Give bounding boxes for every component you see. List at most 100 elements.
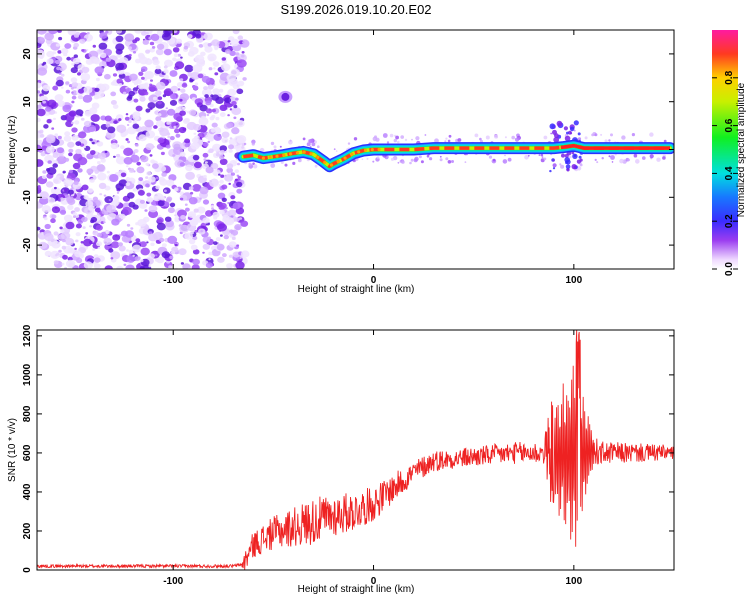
signal-speckle	[596, 161, 599, 164]
noise-blob	[51, 214, 57, 219]
signal-speckle	[566, 131, 569, 135]
noise-blob	[232, 30, 240, 35]
noise-blob	[44, 217, 48, 221]
signal-speckle	[420, 160, 424, 164]
noise-blob	[190, 231, 194, 235]
noise-blob	[98, 152, 106, 160]
noise-blob	[56, 79, 64, 87]
noise-blob	[201, 115, 206, 120]
noise-blob	[221, 197, 227, 202]
noise-blob	[68, 148, 74, 153]
noise-blob	[105, 30, 109, 34]
noise-blob	[156, 217, 164, 224]
noise-blob	[82, 94, 93, 103]
noise-blob	[241, 51, 245, 54]
noise-blob	[219, 202, 227, 210]
noise-blob	[148, 264, 152, 268]
noise-blob	[100, 158, 106, 163]
noise-blob	[39, 134, 45, 138]
noise-blob	[90, 114, 100, 122]
signal-speckle	[552, 159, 555, 162]
noise-blob	[190, 220, 198, 227]
noise-blob	[71, 62, 75, 66]
noise-blob	[125, 230, 134, 238]
noise-blob	[57, 135, 62, 140]
noise-blob	[205, 262, 213, 269]
noise-blob	[139, 96, 146, 102]
noise-blob	[37, 186, 42, 191]
noise-blob	[77, 95, 83, 100]
noise-blob	[140, 66, 148, 72]
noise-blob	[156, 222, 166, 231]
noise-blob	[188, 109, 197, 116]
noise-blob	[64, 131, 71, 137]
noise-blob	[175, 123, 178, 126]
blob-core	[281, 92, 290, 101]
noise-blob	[143, 85, 148, 90]
noise-blob	[73, 42, 79, 48]
noise-blob	[220, 234, 223, 237]
noise-blob	[132, 188, 138, 192]
signal-speckle	[366, 157, 369, 160]
noise-blob	[158, 109, 169, 118]
noise-blob	[129, 73, 138, 81]
noise-blob	[70, 67, 78, 74]
noise-blob	[242, 77, 247, 81]
noise-blob	[171, 250, 175, 255]
noise-blob	[71, 100, 75, 104]
noise-blob	[132, 244, 142, 253]
noise-blob	[219, 179, 224, 184]
noise-blob	[187, 72, 193, 77]
noise-blob	[95, 224, 103, 231]
noise-blob	[177, 53, 182, 57]
noise-blob	[92, 230, 99, 236]
noise-blob	[115, 35, 124, 42]
noise-blob	[116, 124, 127, 133]
noise-blob	[38, 241, 48, 249]
signal-speckle	[541, 156, 544, 159]
noise-blob	[228, 138, 237, 146]
noise-blob	[236, 181, 243, 188]
signal-speckle	[464, 161, 467, 164]
signal-speckle	[445, 157, 449, 161]
noise-blob	[218, 184, 221, 186]
noise-blob	[165, 197, 172, 203]
noise-blob	[176, 38, 183, 44]
noise-blob	[151, 46, 156, 49]
noise-blob	[233, 104, 238, 109]
noise-blob	[226, 122, 234, 129]
signal-speckle	[288, 140, 293, 145]
signal-speckle	[317, 145, 320, 148]
noise-blob	[48, 30, 58, 35]
signal-speckle	[642, 156, 646, 160]
noise-blob	[174, 61, 185, 70]
noise-blob	[240, 220, 249, 227]
noise-blob	[203, 158, 207, 161]
noise-blob	[188, 238, 196, 245]
signal-speckle	[566, 168, 570, 172]
signal-speckle	[426, 154, 430, 158]
noise-blob	[172, 57, 177, 62]
noise-blob	[110, 81, 116, 86]
noise-blob	[201, 88, 212, 97]
noise-blob	[208, 148, 214, 153]
noise-blob	[85, 200, 94, 208]
noise-blob	[221, 57, 226, 61]
trace-hotspot	[316, 155, 320, 159]
signal-speckle	[543, 135, 548, 140]
noise-blob	[236, 135, 247, 144]
noise-blob	[127, 192, 135, 199]
noise-blob	[200, 51, 206, 57]
noise-blob	[153, 195, 161, 202]
noise-blob	[57, 50, 62, 54]
noise-blob	[78, 131, 87, 139]
noise-blob	[227, 114, 230, 117]
noise-blob	[185, 171, 196, 180]
noise-blob	[197, 73, 204, 79]
noise-blob	[169, 70, 178, 77]
noise-blob	[154, 258, 160, 262]
noise-blob	[140, 247, 150, 256]
noise-blob	[61, 262, 65, 266]
noise-blob	[169, 136, 175, 141]
